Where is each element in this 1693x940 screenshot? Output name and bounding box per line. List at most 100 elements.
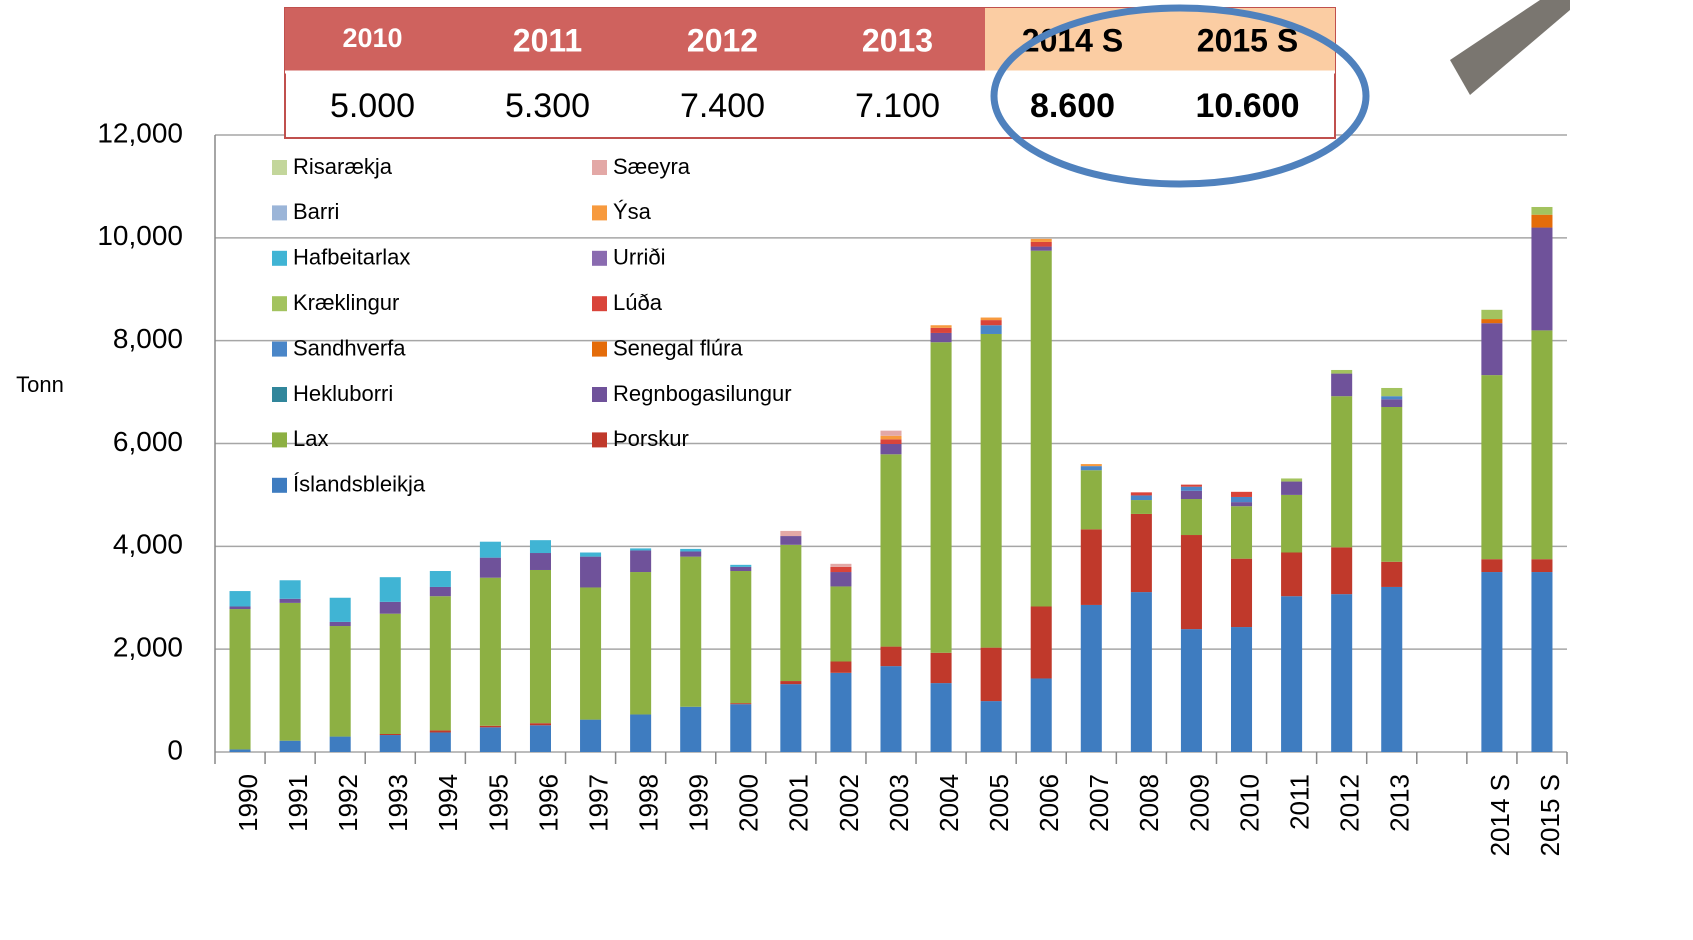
legend-label: Senegal flúra [613,335,743,360]
bar-segment [479,541,501,558]
x-tick-label: 2008 [1134,774,1164,832]
bar-segment [1281,596,1303,752]
table-header-cell [285,8,460,72]
x-tick-label: 2012 [1335,774,1365,832]
legend-label: Sæeyra [613,154,691,179]
bar-segment [229,591,251,607]
bar-segment [880,430,902,436]
x-tick-label: 1995 [483,774,513,832]
legend-swatch [272,477,287,493]
legend-swatch [592,432,607,448]
bar-segment [880,646,902,667]
bar-segment [229,609,251,750]
bar-segment [830,566,852,573]
legend-label: Lúða [613,290,663,315]
bar-segment [329,621,351,627]
bar-segment [1331,373,1353,397]
bar-segment [930,683,952,752]
bar-segment [1231,491,1253,497]
bar-segment [1080,529,1102,605]
x-tick-label: 1992 [333,774,363,832]
x-tick-label: 2005 [984,774,1014,832]
bar-segment [1130,500,1152,514]
bar-segment [1180,499,1202,536]
y-tick-label: 0 [167,734,183,765]
legend-label: Barri [293,199,339,224]
bar-segment [479,725,501,728]
bar-segment [1180,535,1202,630]
bar-segment [980,333,1002,648]
bar-segment [1130,513,1152,593]
bar-segment [1531,227,1553,331]
table-header: 2011 [513,22,582,58]
bar-segment [1531,559,1553,573]
bar-segment [730,703,752,705]
y-tick-label: 6,000 [113,426,183,457]
table-cell: 5.300 [505,87,590,125]
bar-segment [680,551,702,557]
bar-segment [1381,561,1403,587]
bar-segment [529,569,551,724]
bar-segment [580,552,602,557]
bar-segment [730,704,752,752]
bar-segment [1381,586,1403,752]
legend-label: Ýsa [613,199,652,224]
bar-segment [630,714,652,752]
bar-segment [930,325,952,328]
bar-segment [1080,466,1102,471]
y-tick-label: 2,000 [113,632,183,663]
legend-label: Íslandsbleikja [293,472,426,497]
bar-segment [229,749,251,752]
table-cell: 7.400 [680,87,765,125]
legend-swatch [592,205,607,221]
legend-label: Hafbeitarlax [293,245,410,270]
legend-label: Urriði [613,245,666,270]
bar-segment [429,732,451,752]
bar-segment [1030,250,1052,607]
legend-label: Regnbogasilungur [613,381,792,406]
bar-segment [1030,238,1052,242]
legend-swatch [272,432,287,448]
bar-segment [780,681,802,685]
x-tick-label: 1999 [684,774,714,832]
bar-segment [529,540,551,554]
table-header: 2010 [342,23,402,53]
bar-segment [1231,506,1253,559]
bar-segment [930,652,952,684]
bar-segment [429,730,451,733]
y-tick-label: 10,000 [97,220,183,251]
bar-segment [730,564,752,567]
bar-segment [229,606,251,610]
bar-segment [680,556,702,707]
bar-segment [529,725,551,752]
bar-segment [830,563,852,567]
table-cell: 5.000 [330,87,415,125]
bar-segment [329,736,351,752]
bar-segment [279,580,301,599]
bar-segment [379,577,401,602]
bar-segment [1331,594,1353,752]
x-tick-label: 1997 [583,774,613,832]
bar-segment [1481,309,1503,320]
bar-segment [279,602,301,741]
x-tick-label: 2013 [1385,774,1415,832]
bar-segment [780,536,802,545]
bar-segment [429,586,451,597]
legend-label: Hekluborri [293,381,393,406]
bar-segment [1231,502,1253,507]
legend-swatch [592,250,607,266]
bar-segment [880,666,902,752]
x-tick-label: 2002 [834,774,864,832]
bar-segment [1531,330,1553,560]
bar-segment [529,723,551,726]
bar-segment [830,586,852,662]
bar-segment [1180,486,1202,491]
y-tick-label: 8,000 [113,323,183,354]
legend-swatch [272,160,287,175]
bar-segment [279,598,301,603]
highlight-circle [990,4,1370,188]
legend-label: Lax [293,426,328,451]
x-tick-label: 1994 [433,774,463,832]
bar-segment [1130,492,1152,496]
